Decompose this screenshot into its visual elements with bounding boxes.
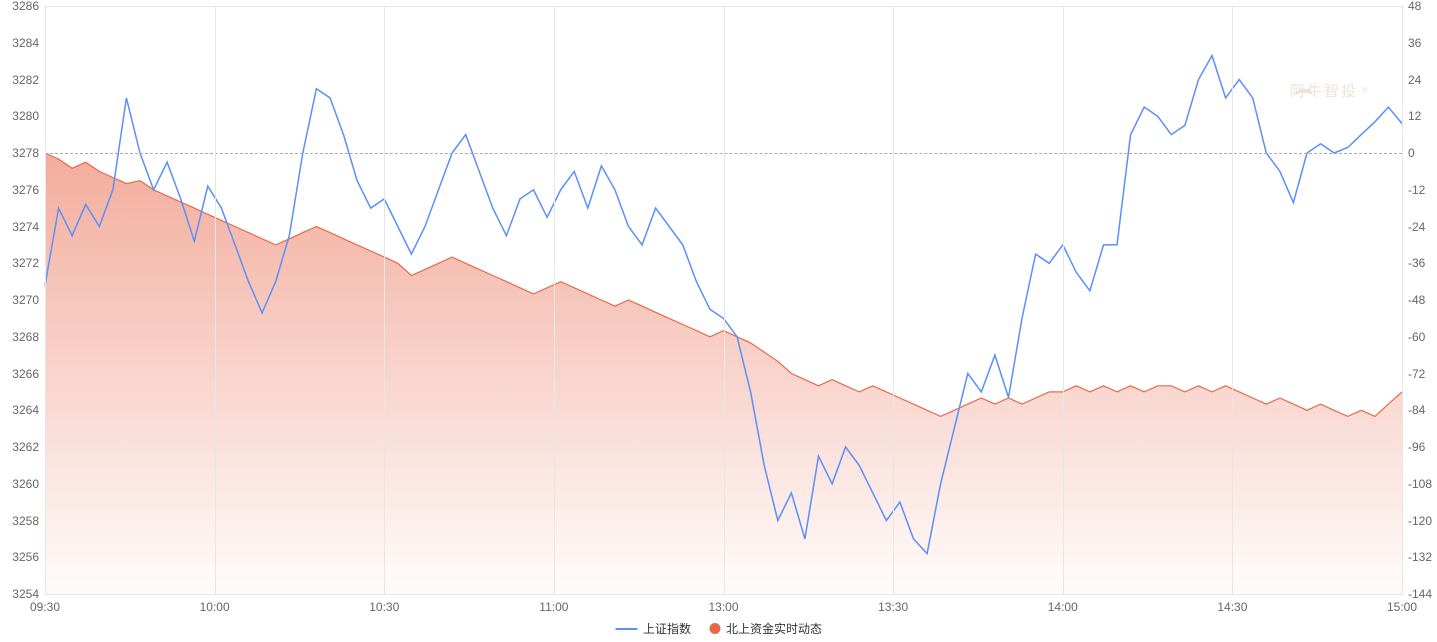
y-right-tick-label: -24	[1408, 220, 1425, 234]
gridline-vertical	[1402, 6, 1403, 594]
legend-item-capital[interactable]: 北上资金实时动态	[709, 620, 822, 637]
y-right-tick-label: 0	[1408, 146, 1415, 160]
x-tick-label: 13:30	[873, 600, 913, 614]
gridline-vertical	[724, 6, 725, 594]
gridline-vertical	[215, 6, 216, 594]
x-tick-label: 14:30	[1212, 600, 1252, 614]
gridline-vertical	[384, 6, 385, 594]
y-right-tick-label: 36	[1408, 36, 1421, 50]
watermark-logo-icon	[1290, 80, 1318, 102]
x-tick-label: 10:00	[195, 600, 235, 614]
gridline-vertical	[554, 6, 555, 594]
legend-circle-mark	[709, 623, 720, 634]
y-left-tick-label: 3266	[12, 367, 39, 381]
y-right-tick-label: -48	[1408, 293, 1425, 307]
y-left-tick-label: 3286	[12, 0, 39, 13]
y-left-tick-label: 3264	[12, 403, 39, 417]
x-tick-label: 15:00	[1382, 600, 1422, 614]
y-right-tick-label: 24	[1408, 73, 1421, 87]
y-right-tick-label: -12	[1408, 183, 1425, 197]
y-right-tick-label: -36	[1408, 256, 1425, 270]
x-tick-label: 14:00	[1043, 600, 1083, 614]
y-left-tick-label: 3270	[12, 293, 39, 307]
y-left-tick-label: 3278	[12, 146, 39, 160]
y-right-tick-label: -72	[1408, 367, 1425, 381]
y-left-tick-label: 3254	[12, 587, 39, 601]
y-right-tick-label: -84	[1408, 403, 1425, 417]
gridline-vertical	[893, 6, 894, 594]
legend-label-index: 上证指数	[643, 620, 691, 637]
y-left-tick-label: 3258	[12, 514, 39, 528]
legend: 上证指数 北上资金实时动态	[615, 620, 822, 637]
x-tick-label: 11:00	[534, 600, 574, 614]
y-right-tick-label: 12	[1408, 109, 1421, 123]
y-left-tick-label: 3272	[12, 256, 39, 270]
watermark: 阿牛智投 ®	[1290, 80, 1368, 101]
y-left-tick-label: 3274	[12, 220, 39, 234]
x-tick-label: 13:00	[704, 600, 744, 614]
y-right-tick-label: -60	[1408, 330, 1425, 344]
watermark-reg-icon: ®	[1362, 86, 1368, 95]
y-left-tick-label: 3282	[12, 73, 39, 87]
x-tick-label: 10:30	[364, 600, 404, 614]
y-right-tick-label: -96	[1408, 440, 1425, 454]
y-left-tick-label: 3268	[12, 330, 39, 344]
y-left-tick-label: 3256	[12, 550, 39, 564]
gridline-vertical	[1063, 6, 1064, 594]
y-left-tick-label: 3262	[12, 440, 39, 454]
y-left-tick-label: 3260	[12, 477, 39, 491]
gridline-vertical	[1232, 6, 1233, 594]
y-left-tick-label: 3276	[12, 183, 39, 197]
y-right-tick-label: -132	[1408, 550, 1432, 564]
y-right-tick-label: -144	[1408, 587, 1432, 601]
y-left-tick-label: 3284	[12, 36, 39, 50]
gridline-vertical	[45, 6, 46, 594]
legend-label-capital: 北上资金实时动态	[726, 620, 822, 637]
legend-item-index[interactable]: 上证指数	[615, 620, 691, 637]
y-left-tick-label: 3280	[12, 109, 39, 123]
y-right-tick-label: 48	[1408, 0, 1421, 13]
intraday-chart: 3254 3256 3258 3260 3262 3264 3266 3268 3270 3272…	[0, 0, 1437, 642]
y-right-tick-label: -108	[1408, 477, 1432, 491]
legend-line-mark	[615, 628, 637, 630]
x-tick-label: 09:30	[25, 600, 65, 614]
y-right-tick-label: -120	[1408, 514, 1432, 528]
